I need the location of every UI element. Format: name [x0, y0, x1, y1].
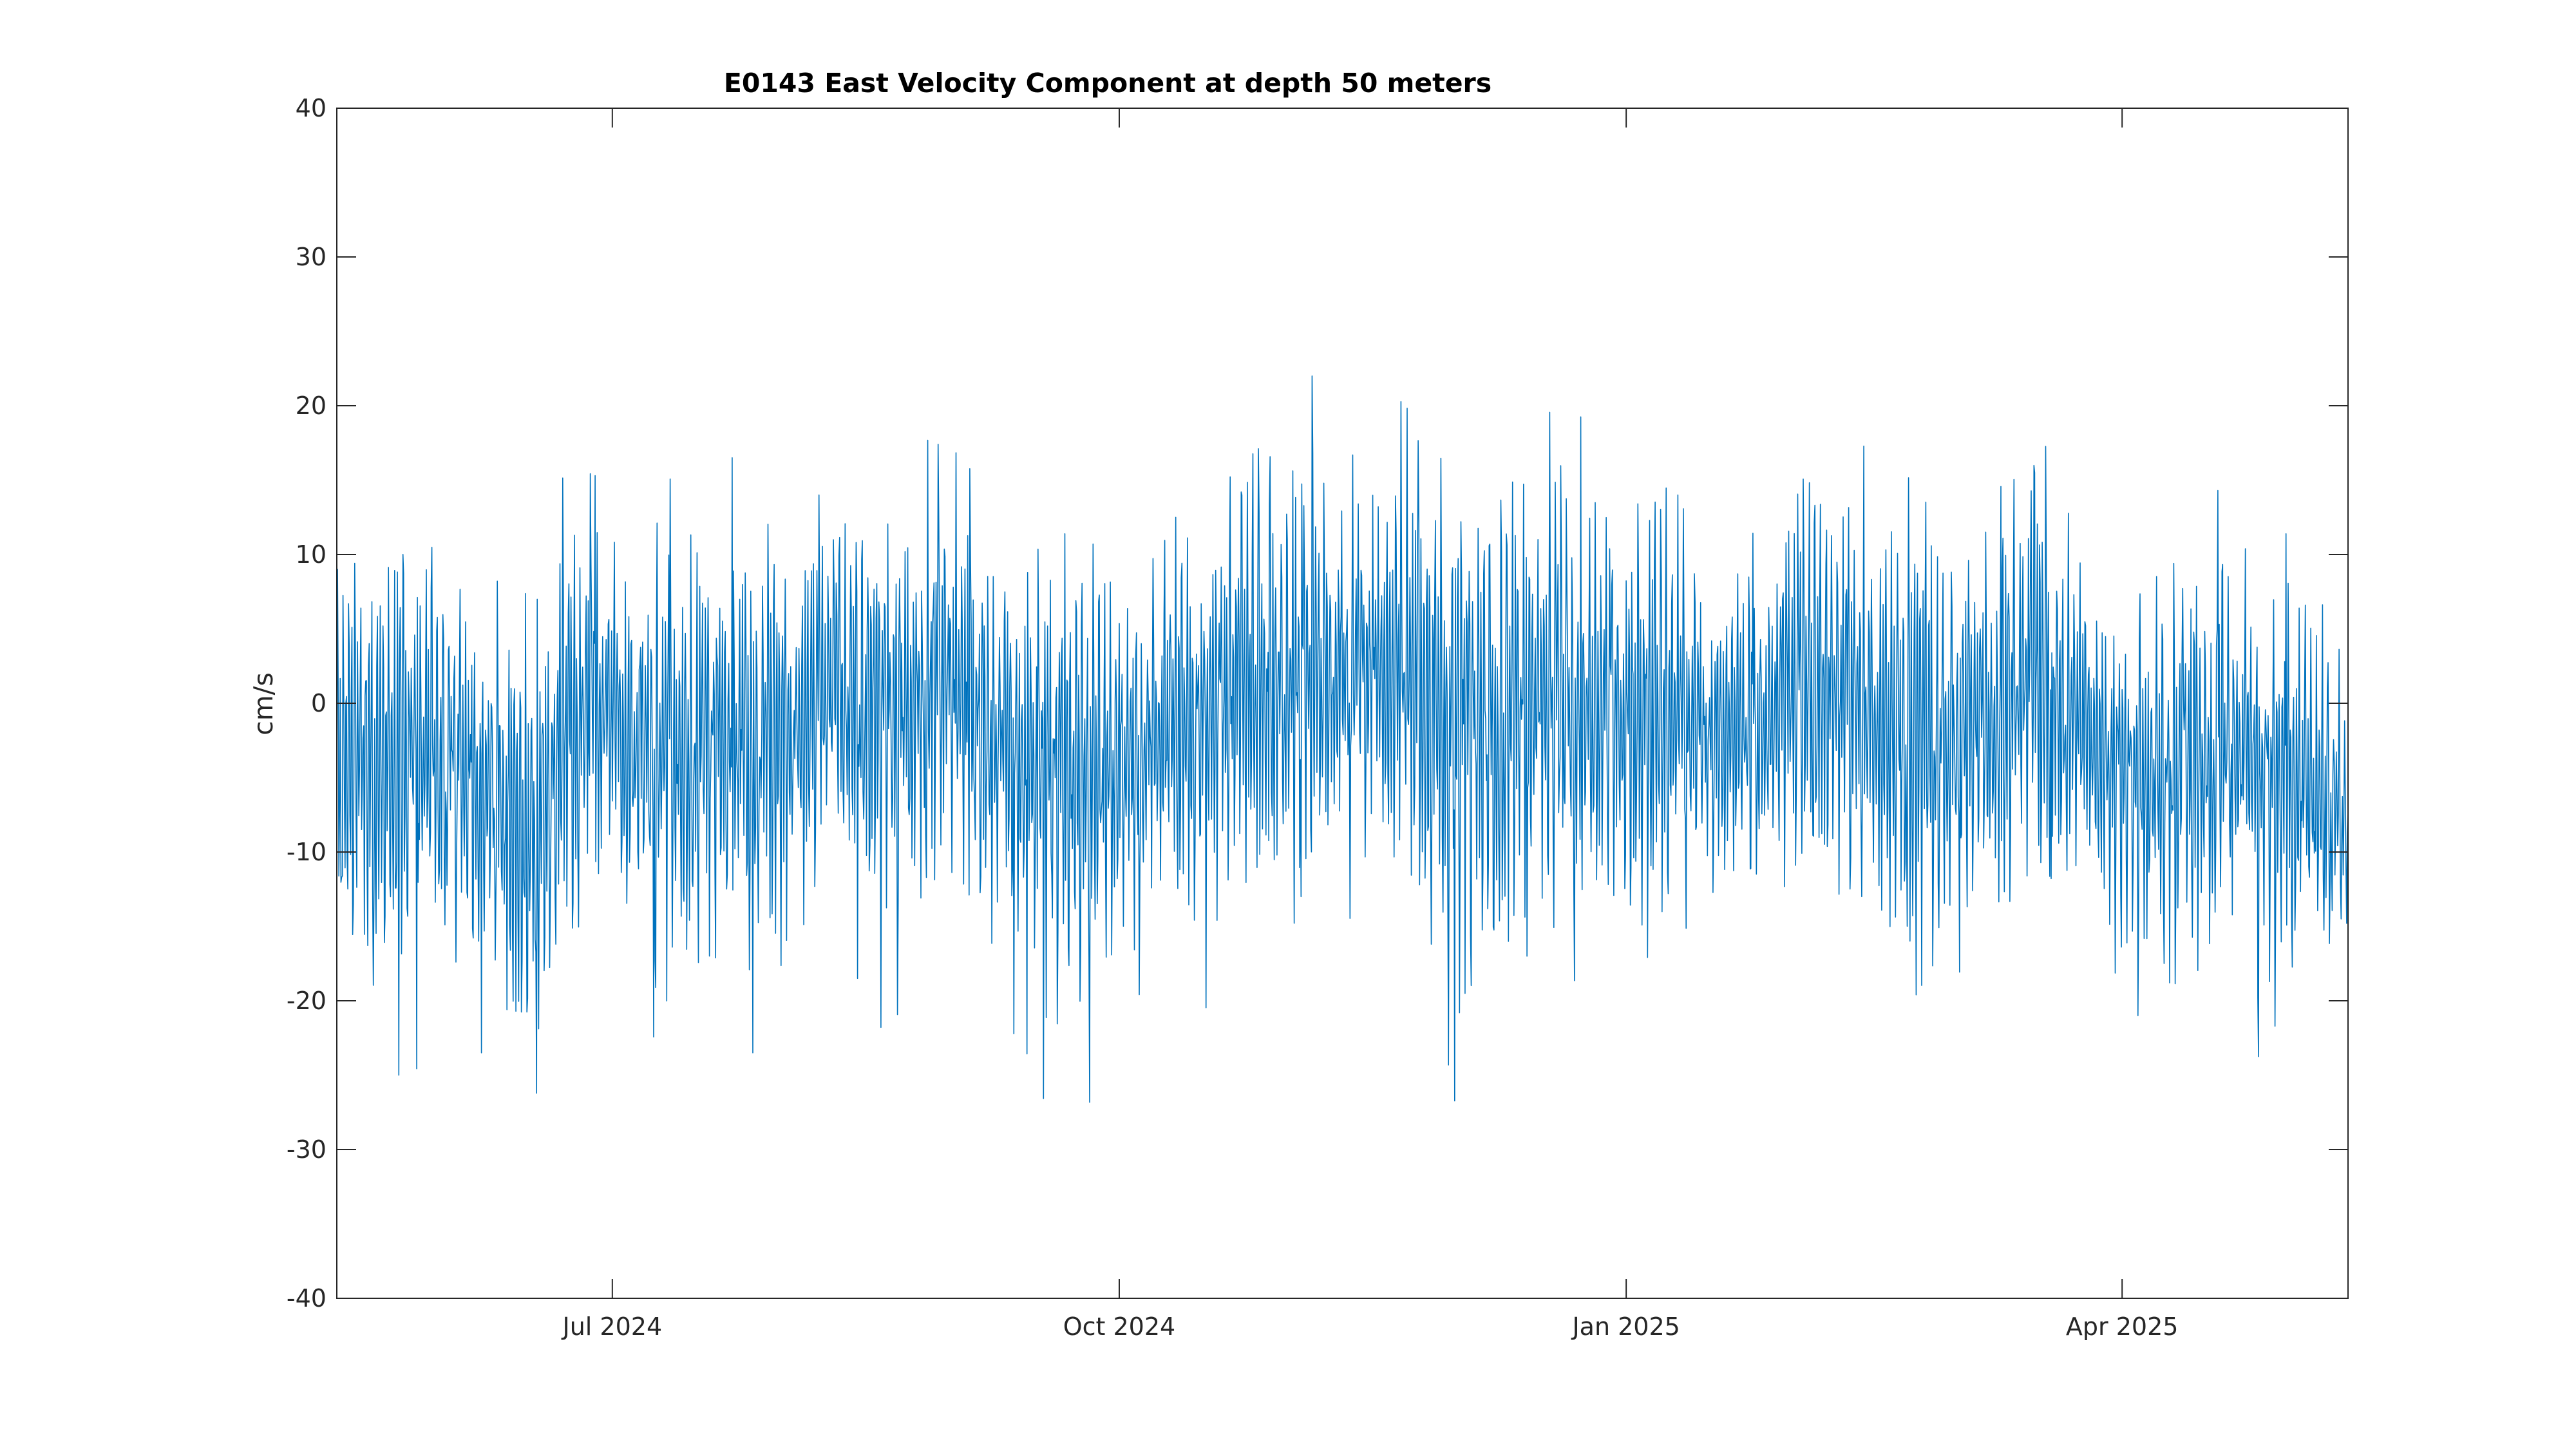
- y-tick-label: -30: [287, 1135, 327, 1164]
- y-tick-label: -20: [287, 987, 327, 1015]
- y-axis-label: cm/s: [248, 672, 279, 735]
- series-line-east-velocity: [336, 375, 2349, 1103]
- x-tick-label: Jul 2024: [561, 1312, 662, 1341]
- y-tick-label: -40: [287, 1284, 327, 1312]
- x-tick-label: Oct 2024: [1063, 1312, 1176, 1341]
- x-axis-tick-labels: Jul 2024 Oct 2024 Jan 2025 Apr 2025: [561, 1312, 2178, 1341]
- y-tick-label: 20: [296, 392, 327, 420]
- y-tick-label: -10: [287, 838, 327, 866]
- y-tick-label: 30: [296, 243, 327, 271]
- series-trace: [336, 375, 2349, 1103]
- axes-box: [336, 108, 2349, 1299]
- y-tick-label: 0: [311, 689, 327, 717]
- y-axis-tick-labels: -40 -30 -20 -10 0 10 20 30 40: [287, 94, 327, 1312]
- y-tick-label: 40: [296, 94, 327, 122]
- plot-area: [336, 108, 2349, 1299]
- x-tick-label: Apr 2025: [2066, 1312, 2179, 1341]
- x-tick-label: Jan 2025: [1571, 1312, 1680, 1341]
- y-tick-label: 10: [296, 540, 327, 569]
- chart-title: E0143 East Velocity Component at depth 5…: [724, 68, 1492, 99]
